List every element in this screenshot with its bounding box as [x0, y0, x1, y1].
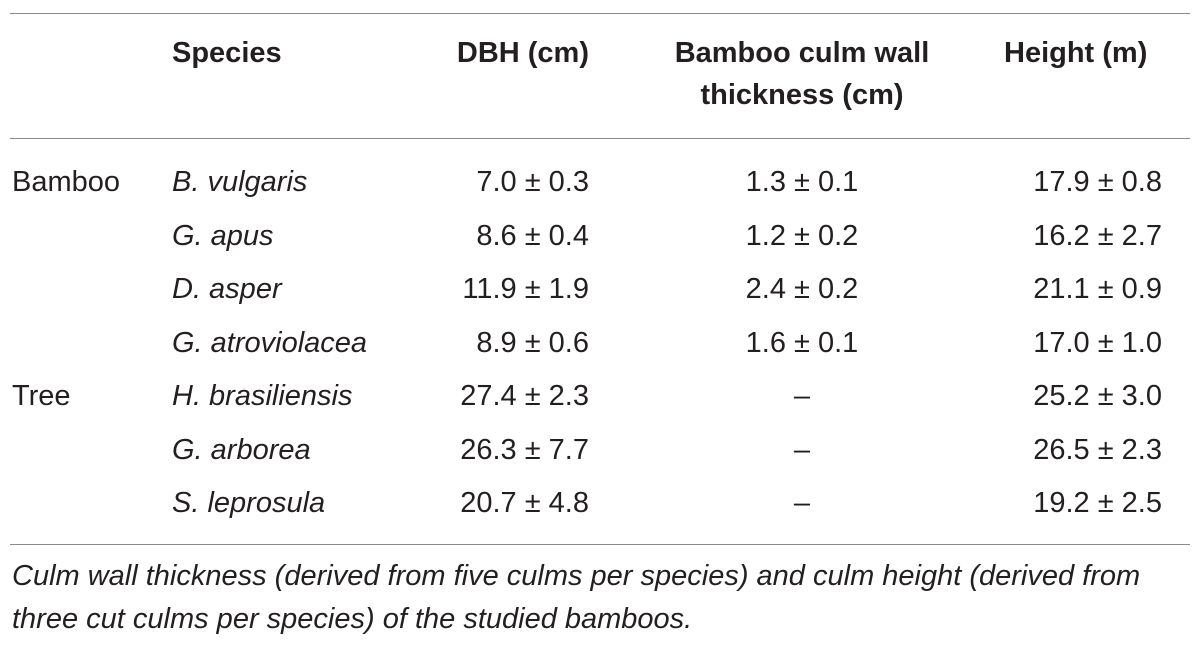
row-wall-thickness: –: [793, 434, 811, 466]
table-header-rule: [10, 138, 1190, 139]
row-dbh: 7.0 ± 0.3: [476, 166, 589, 198]
row-species: G. arborea: [172, 434, 311, 466]
row-wall-thickness: 2.4 ± 0.2: [745, 273, 859, 305]
row-dbh: 27.4 ± 2.3: [460, 380, 589, 412]
row-wall-thickness: 1.6 ± 0.1: [745, 327, 859, 359]
row-wall-thickness: 1.2 ± 0.2: [745, 220, 859, 252]
table-top-rule: [10, 13, 1190, 14]
header-dbh: DBH (cm): [456, 37, 589, 69]
row-species: S. leprosula: [172, 487, 326, 519]
header-wall-line2: thickness (cm): [700, 79, 904, 111]
header-species: Species: [172, 37, 282, 69]
header-height: Height (m): [1004, 37, 1148, 69]
header-wall-line1: Bamboo culm wall: [674, 37, 930, 69]
row-group-label: Bamboo: [12, 166, 121, 198]
row-height: 17.0 ± 1.0: [1033, 327, 1162, 359]
row-height: 19.2 ± 2.5: [1033, 487, 1162, 519]
row-dbh: 8.9 ± 0.6: [476, 327, 589, 359]
row-dbh: 11.9 ± 1.9: [462, 273, 589, 305]
table-bottom-rule: [10, 544, 1190, 545]
row-species: H. brasiliensis: [172, 380, 353, 412]
row-height: 17.9 ± 0.8: [1033, 166, 1162, 198]
row-species: B. vulgaris: [172, 166, 308, 198]
row-species: G. apus: [172, 220, 274, 252]
header-wall-thickness: Bamboo culm wall thickness (cm): [652, 32, 952, 116]
table-footnote: Culm wall thickness (derived from five c…: [12, 560, 1141, 635]
row-species: D. asper: [172, 273, 282, 305]
row-wall-thickness: 1.3 ± 0.1: [745, 166, 859, 198]
row-species: G. atroviolacea: [172, 327, 368, 359]
row-wall-thickness: –: [793, 380, 811, 412]
row-dbh: 20.7 ± 4.8: [460, 487, 589, 519]
row-height: 25.2 ± 3.0: [1033, 380, 1162, 412]
row-wall-thickness: –: [793, 487, 811, 519]
row-height: 21.1 ± 0.9: [1033, 273, 1162, 305]
row-dbh: 26.3 ± 7.7: [460, 434, 589, 466]
row-group-label: Tree: [12, 380, 71, 412]
row-height: 16.2 ± 2.7: [1033, 220, 1162, 252]
row-height: 26.5 ± 2.3: [1033, 434, 1162, 466]
row-dbh: 8.6 ± 0.4: [476, 220, 589, 252]
